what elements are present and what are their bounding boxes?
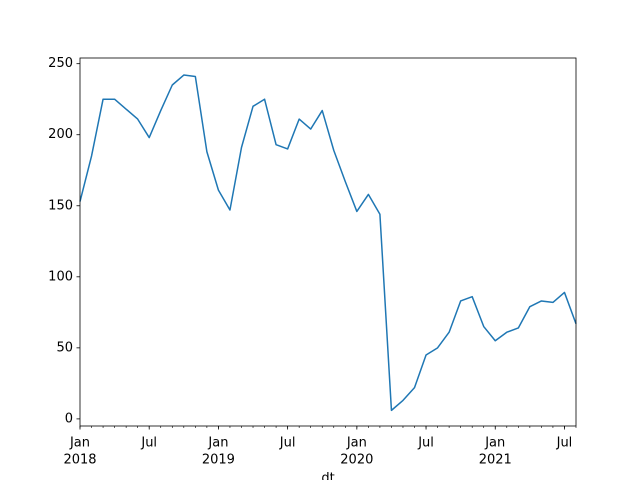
y-tick-label: 100 <box>48 269 73 284</box>
line <box>79 74 577 412</box>
y-tick-label: 150 <box>48 198 73 213</box>
x-tick-label: Jul <box>140 436 157 451</box>
x-tick-label: Jul <box>279 436 296 451</box>
plot-frame <box>79 57 577 427</box>
x-tick-label: Jan <box>346 436 367 451</box>
x-tick-label: Jan <box>484 436 505 451</box>
x-tick-year-label: 2020 <box>340 453 373 468</box>
y-tick-label: 0 <box>65 411 73 426</box>
x-axis-label: dt <box>321 471 334 480</box>
x-tick-year-label: 2021 <box>479 453 512 468</box>
x-tick-label: Jul <box>556 436 573 451</box>
y-tick-label: 50 <box>56 340 73 355</box>
x-tick-year-label: 2019 <box>202 453 235 468</box>
x-tick-year-label: 2018 <box>63 453 96 468</box>
y-tick-label: 200 <box>48 127 73 142</box>
y-tick-label: 250 <box>48 56 73 71</box>
x-tick-label: Jul <box>417 436 434 451</box>
x-tick-label: Jan <box>207 436 228 451</box>
x-tick-label: Jan <box>69 436 90 451</box>
